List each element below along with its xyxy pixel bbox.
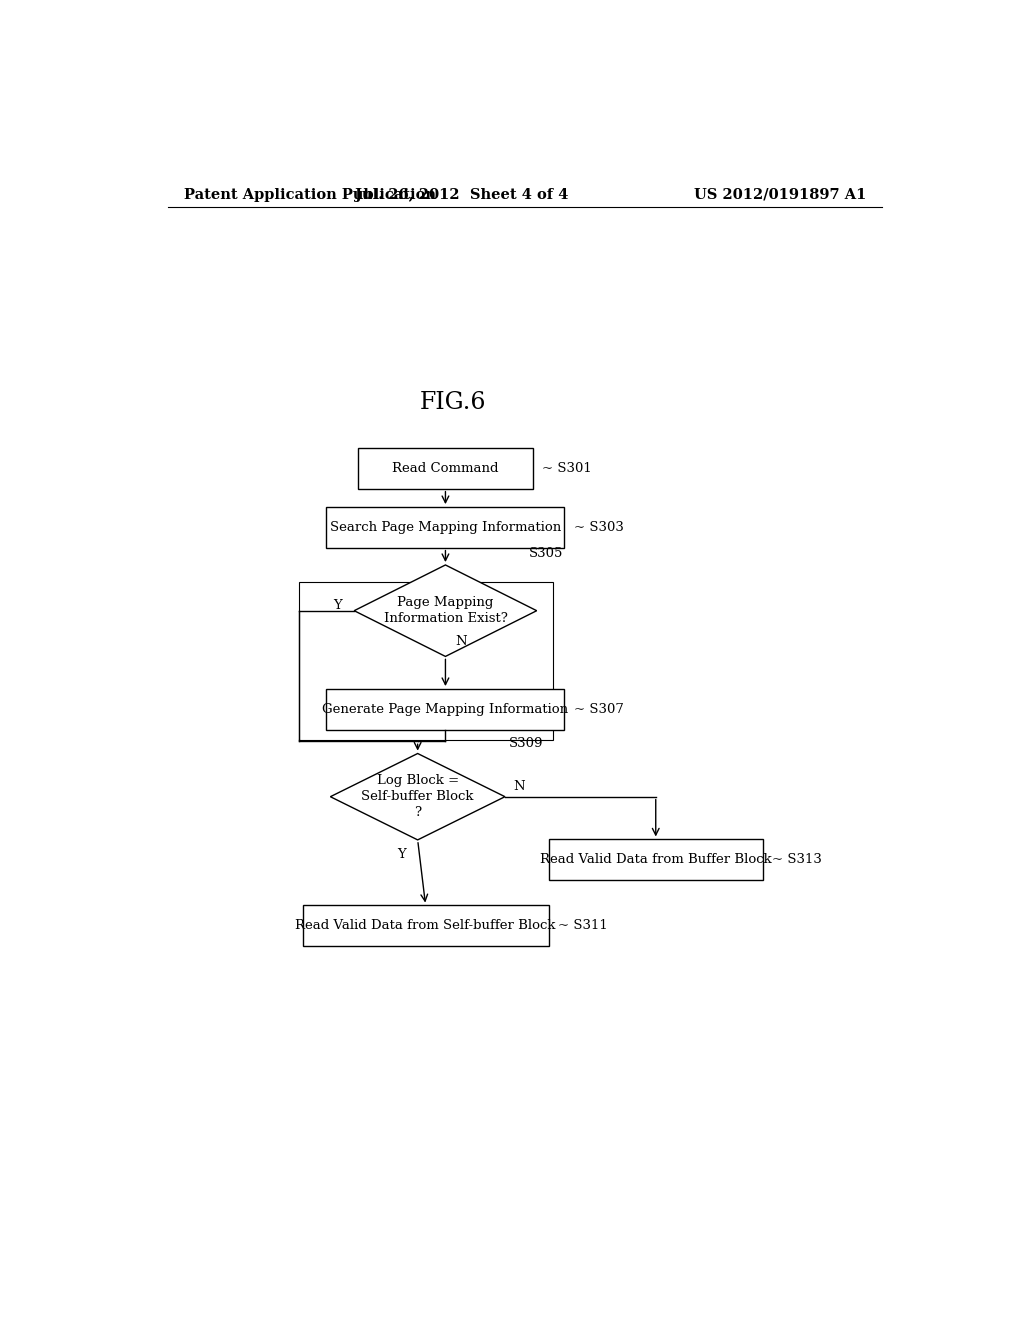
Text: FIG.6: FIG.6: [420, 391, 486, 414]
Text: S305: S305: [528, 546, 563, 560]
FancyBboxPatch shape: [327, 689, 564, 730]
Text: ~ S313: ~ S313: [772, 853, 822, 866]
Text: Read Valid Data from Self-buffer Block: Read Valid Data from Self-buffer Block: [295, 919, 556, 932]
Text: ~ S301: ~ S301: [543, 462, 592, 475]
Text: US 2012/0191897 A1: US 2012/0191897 A1: [693, 187, 866, 202]
FancyBboxPatch shape: [327, 507, 564, 548]
Text: Generate Page Mapping Information: Generate Page Mapping Information: [323, 702, 568, 715]
Polygon shape: [331, 754, 505, 840]
FancyBboxPatch shape: [549, 840, 763, 880]
Text: N: N: [513, 780, 524, 793]
FancyBboxPatch shape: [303, 906, 549, 946]
Text: ~ S307: ~ S307: [574, 702, 624, 715]
Text: Search Page Mapping Information: Search Page Mapping Information: [330, 521, 561, 533]
Text: Log Block =
Self-buffer Block
?: Log Block = Self-buffer Block ?: [361, 775, 474, 820]
Text: S309: S309: [509, 738, 544, 751]
Text: Patent Application Publication: Patent Application Publication: [183, 187, 435, 202]
Text: Y: Y: [397, 847, 407, 861]
Text: N: N: [455, 635, 467, 648]
Text: Y: Y: [334, 599, 342, 612]
Text: ~ S311: ~ S311: [558, 919, 608, 932]
Text: Page Mapping
Information Exist?: Page Mapping Information Exist?: [384, 597, 507, 626]
Text: Read Command: Read Command: [392, 462, 499, 475]
Text: Read Valid Data from Buffer Block: Read Valid Data from Buffer Block: [540, 853, 772, 866]
Text: ~ S303: ~ S303: [574, 521, 624, 533]
FancyBboxPatch shape: [358, 447, 532, 488]
Polygon shape: [354, 565, 537, 656]
Text: Jul. 26, 2012  Sheet 4 of 4: Jul. 26, 2012 Sheet 4 of 4: [354, 187, 568, 202]
